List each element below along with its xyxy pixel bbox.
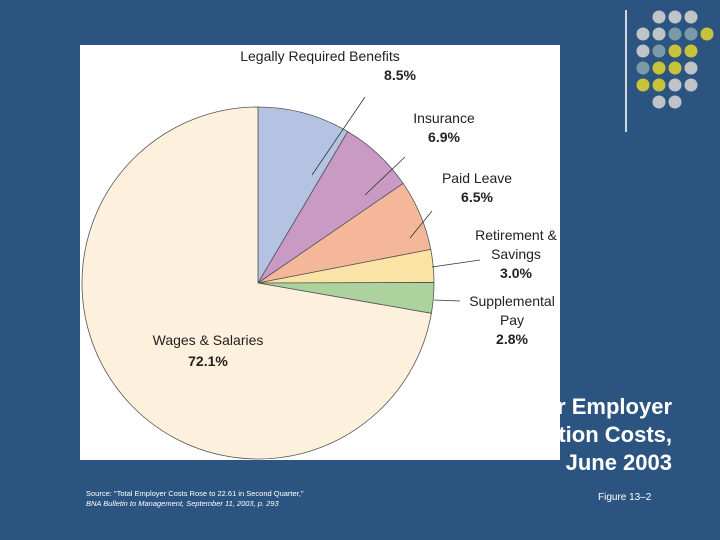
decorative-dot <box>652 44 666 58</box>
slice-value-paid-leave: 6.5% <box>461 189 493 205</box>
decorative-dot <box>652 27 666 41</box>
slice-label-supplemental-pay: Pay <box>500 312 524 328</box>
pie-slice-legally-required-benefits <box>257 106 349 285</box>
leader-line-supplemental-pay <box>433 299 461 302</box>
dot-grid-svg <box>636 10 714 109</box>
decorative-dot <box>636 27 650 41</box>
decorative-dot <box>668 27 682 41</box>
decorative-dot <box>668 95 682 109</box>
source-line-2: BNA Bulletin to Management, September 11… <box>86 499 279 508</box>
slice-value-supplemental-pay: 2.8% <box>496 331 528 347</box>
decorative-dot-grid <box>625 8 720 138</box>
pie-slice-wages-and-salaries <box>81 106 432 460</box>
decorative-dot <box>668 78 682 92</box>
leader-line-legally-required-benefits <box>311 96 366 176</box>
source-citation: Source: "Total Employer Costs Rose to 22… <box>86 489 304 509</box>
decorative-dot <box>684 44 698 58</box>
slice-label-insurance: Insurance <box>413 110 475 126</box>
slice-label-retirement-and-savings: Retirement & <box>475 227 557 243</box>
slice-value-legally-required-benefits: 8.5% <box>384 67 416 83</box>
decorative-dot <box>684 10 698 24</box>
slide-title: Private-Sector Employer Compensation Cos… <box>342 393 672 477</box>
decorative-dot <box>652 95 666 109</box>
slice-value-wages-and-salaries: 72.1% <box>188 353 228 369</box>
decorative-dot <box>684 61 698 75</box>
decorative-dot <box>700 27 714 41</box>
decorative-dot <box>684 27 698 41</box>
slice-label-wages-and-salaries: Wages & Salaries <box>153 332 264 348</box>
title-line-1: Private-Sector Employer <box>416 394 672 419</box>
decorative-dot <box>652 78 666 92</box>
leader-line-paid-leave <box>409 210 433 239</box>
title-line-3: June 2003 <box>565 450 672 475</box>
figure-number: Figure 13–2 <box>598 492 652 503</box>
decorative-divider <box>625 10 627 132</box>
slice-value-retirement-and-savings: 3.0% <box>500 265 532 281</box>
title-line-2: Compensation Costs, <box>445 422 672 447</box>
decorative-dot <box>668 44 682 58</box>
slice-label-paid-leave: Paid Leave <box>442 170 512 186</box>
slice-label-supplemental-pay: Supplemental <box>469 293 555 309</box>
decorative-dot <box>652 61 666 75</box>
slice-label-legally-required-benefits: Legally Required Benefits <box>240 48 400 64</box>
leader-line-retirement-and-savings <box>431 259 481 268</box>
source-line-1: Source: "Total Employer Costs Rose to 22… <box>86 489 304 498</box>
slice-label-retirement-and-savings: Savings <box>491 246 541 262</box>
chart-panel: Legally Required Benefits 8.5% Insurance 6.… <box>80 45 560 460</box>
decorative-dot <box>636 78 650 92</box>
decorative-dot <box>636 44 650 58</box>
decorative-dot <box>668 10 682 24</box>
leader-line-insurance <box>364 156 406 196</box>
slice-value-insurance: 6.9% <box>428 129 460 145</box>
pie-chart: Legally Required Benefits 8.5% Insurance 6.… <box>81 48 558 460</box>
decorative-dot <box>636 61 650 75</box>
decorative-dot <box>652 10 666 24</box>
decorative-dot <box>668 61 682 75</box>
decorative-dot <box>684 78 698 92</box>
